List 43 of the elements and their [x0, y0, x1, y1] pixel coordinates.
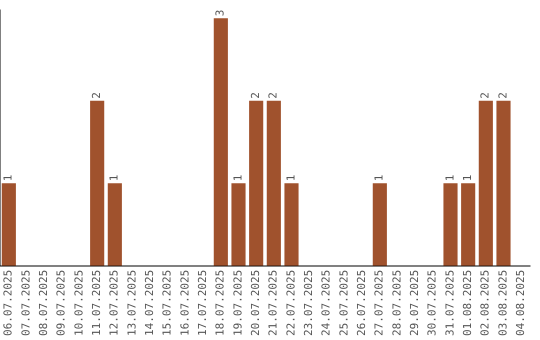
x-tick-label: 19.07.2025: [231, 270, 244, 336]
x-tick-label: 25.07.2025: [337, 270, 350, 336]
x-tick-label: 20.07.2025: [249, 270, 262, 336]
x-tick-label: 16.07.2025: [178, 270, 192, 336]
x-tick-label: 31.07.2025: [443, 270, 456, 336]
x-tick-label: 12.07.2025: [108, 270, 121, 336]
x-tick-label: 14.07.2025: [143, 270, 156, 336]
x-tick-label: 13.07.2025: [125, 270, 138, 336]
data-label: 2: [90, 92, 104, 99]
data-label: 1: [108, 174, 121, 182]
x-tick-label: 11.07.2025: [90, 270, 104, 336]
x-tick-label: 06.07.2025: [2, 270, 15, 336]
data-label: 1: [443, 174, 456, 182]
x-tick-label: 22.07.2025: [284, 270, 298, 336]
x-tick-label: 02.08.2025: [478, 270, 492, 336]
x-tick-label: 01.08.2025: [461, 270, 474, 336]
x-tick-label: 03.08.2025: [496, 270, 510, 336]
x-tick-label: 30.07.2025: [426, 270, 439, 336]
data-label: 1: [461, 174, 474, 182]
x-tick-label: 27.07.2025: [372, 270, 386, 336]
data-label: 1: [231, 174, 244, 182]
x-tick-label: 26.07.2025: [355, 270, 368, 336]
data-label: 2: [478, 92, 492, 99]
x-tick-label: 17.07.2025: [196, 270, 210, 336]
data-label: 2: [249, 92, 262, 99]
x-tick-label: 10.07.2025: [72, 270, 86, 336]
x-tick-label: 04.08.2025: [514, 270, 528, 336]
x-tick-label: 29.07.2025: [408, 270, 422, 336]
x-tick-label: 15.07.2025: [160, 270, 174, 336]
data-label: 3: [214, 10, 227, 16]
data-label: 2: [266, 92, 280, 99]
x-tick-label: 09.07.2025: [54, 270, 68, 336]
x-tick-label: 08.07.2025: [37, 270, 50, 336]
x-tick-label: 23.07.2025: [302, 270, 316, 336]
data-label: 2: [496, 92, 510, 99]
x-tick-label: 28.07.2025: [390, 270, 404, 336]
data-label: 1: [372, 174, 386, 182]
x-tick-label: 18.07.2025: [214, 270, 227, 336]
x-tick-label: 24.07.2025: [320, 270, 333, 336]
data-label: 1: [2, 174, 15, 182]
x-tick-label: 21.07.2025: [266, 270, 280, 336]
data-label: 1: [284, 174, 298, 182]
x-tick-label: 07.07.2025: [19, 270, 32, 336]
